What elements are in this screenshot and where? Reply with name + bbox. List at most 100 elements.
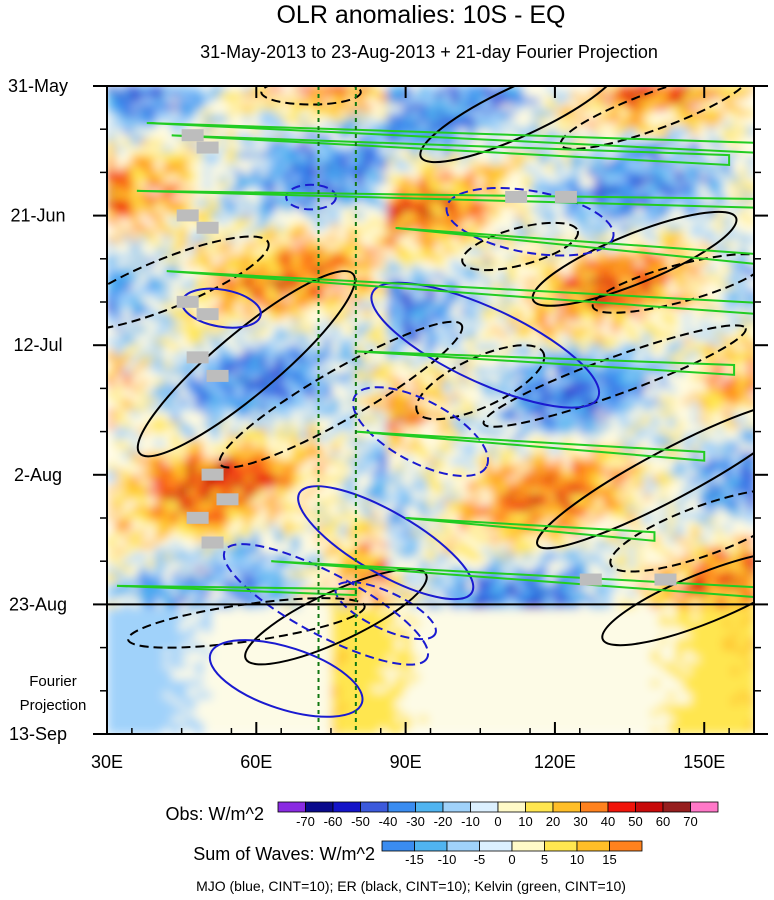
obs-colorbar-tick-label: 10 xyxy=(518,814,532,829)
er-contour xyxy=(218,320,464,469)
er-contour xyxy=(536,400,754,550)
obs-colorbar-swatch xyxy=(525,801,554,813)
missing-data-cell xyxy=(654,573,677,586)
obs-colorbar-tick-label: -70 xyxy=(296,814,315,829)
obs-colorbar-tick-label: 60 xyxy=(656,814,670,829)
obs-colorbar-swatch xyxy=(635,801,664,813)
kelvin-contour xyxy=(171,134,731,167)
waves-colorbar-tick-label: 10 xyxy=(570,852,584,867)
missing-data-cell xyxy=(186,511,209,524)
er-contour xyxy=(601,550,754,647)
obs-colorbar-tick-label: -20 xyxy=(434,814,453,829)
missing-data-cell xyxy=(196,141,219,154)
missing-data-cell xyxy=(554,190,577,203)
obs-colorbar-tick-label: 70 xyxy=(683,814,697,829)
waves-colorbar-tick-label: 0 xyxy=(508,852,515,867)
mjo-contour xyxy=(445,187,615,257)
kelvin-contour xyxy=(166,270,754,315)
projection-label-line2: Projection xyxy=(20,697,87,714)
obs-colorbar-swatch xyxy=(387,801,416,813)
mjo-contour xyxy=(208,639,364,718)
y-tick-label: 31-May xyxy=(8,76,68,96)
missing-data-cell xyxy=(201,468,224,481)
waves-colorbar-swatch xyxy=(381,840,415,852)
x-tick-label: 60E xyxy=(240,752,272,772)
y-tick-label: 12-Jul xyxy=(13,335,62,355)
obs-colorbar-swatch xyxy=(277,801,306,813)
obs-colorbar-tick-label: 30 xyxy=(573,814,587,829)
obs-colorbar-swatch xyxy=(580,801,609,813)
obs-colorbar-swatch xyxy=(497,801,526,813)
obs-colorbar-tick-label: 50 xyxy=(628,814,642,829)
obs-colorbar-tick-label: -10 xyxy=(461,814,480,829)
y-tick-label: 13-Sep xyxy=(9,724,67,744)
er-contour xyxy=(559,86,750,150)
mjo-contour xyxy=(334,580,437,641)
missing-data-cell xyxy=(216,493,239,506)
mjo-contour xyxy=(370,281,601,409)
x-tick-label: 150E xyxy=(683,752,725,772)
er-contour xyxy=(461,221,579,272)
chart-subtitle: 31-May-2013 to 23-Aug-2013 + 21-day Four… xyxy=(200,42,658,62)
obs-colorbar-swatch xyxy=(332,801,361,813)
waves-colorbar-tick-label: -15 xyxy=(405,852,424,867)
obs-colorbar-swatch xyxy=(607,801,636,813)
kelvin-contour xyxy=(136,189,754,209)
missing-data-cell xyxy=(176,209,199,222)
er-contour xyxy=(107,235,270,332)
er-contour xyxy=(609,488,754,573)
obs-colorbar-swatch xyxy=(470,801,499,813)
obs-colorbar-swatch xyxy=(360,801,389,813)
waves-colorbar-label: Sum of Waves: W/m^2 xyxy=(193,844,375,864)
waves-colorbar-swatch xyxy=(609,840,643,852)
waves-colorbar-tick-label: 15 xyxy=(602,852,616,867)
obs-colorbar-tick-label: -40 xyxy=(379,814,398,829)
obs-colorbar-tick-label: -30 xyxy=(406,814,425,829)
kelvin-contour xyxy=(146,122,754,154)
x-tick-label: 120E xyxy=(534,752,576,772)
contour-legend: MJO (blue, CINT=10); ER (black, CINT=10)… xyxy=(196,878,626,894)
kelvin-contour xyxy=(405,517,656,542)
mjo-contour xyxy=(222,543,430,666)
waves-colorbar-swatch xyxy=(511,840,545,852)
missing-data-cell xyxy=(196,308,219,321)
y-tick-label: 21-Jun xyxy=(10,206,65,226)
obs-colorbar-tick-label: 0 xyxy=(494,814,501,829)
kelvin-contour xyxy=(395,226,754,265)
obs-colorbar-swatch xyxy=(690,801,719,813)
waves-colorbar-swatch xyxy=(576,840,610,852)
missing-data-cell xyxy=(196,221,219,234)
y-tick-label: 2-Aug xyxy=(14,465,62,485)
missing-data-cell xyxy=(206,369,229,382)
er-contour xyxy=(260,86,362,106)
chart-title: OLR anomalies: 10S - EQ xyxy=(276,1,565,29)
waves-colorbar-tick-label: 5 xyxy=(541,852,548,867)
er-contour xyxy=(591,253,754,314)
obs-colorbar-swatch xyxy=(305,801,334,813)
kelvin-contour xyxy=(271,560,754,598)
missing-data-cell xyxy=(181,129,204,142)
kelvin-contour xyxy=(355,350,736,376)
missing-data-cell xyxy=(186,351,209,364)
er-contour xyxy=(415,344,546,421)
obs-colorbar-swatch xyxy=(552,801,581,813)
y-tick-label: 23-Aug xyxy=(9,594,67,614)
x-tick-label: 90E xyxy=(390,752,422,772)
waves-colorbar-swatch xyxy=(544,840,578,852)
missing-data-cell xyxy=(176,295,199,308)
kelvin-contour xyxy=(355,430,706,462)
mjo-contour xyxy=(352,386,490,477)
missing-data-cell xyxy=(579,573,602,586)
missing-data-cell xyxy=(505,190,528,203)
projection-label-line1: Fourier xyxy=(29,673,77,690)
obs-colorbar-swatch xyxy=(442,801,471,813)
waves-colorbar-tick-label: -5 xyxy=(474,852,486,867)
obs-colorbar-tick-label: 40 xyxy=(601,814,615,829)
obs-colorbar-swatch xyxy=(415,801,444,813)
waves-colorbar-swatch xyxy=(446,840,480,852)
waves-colorbar-swatch xyxy=(414,840,448,852)
missing-data-cell xyxy=(201,536,224,549)
obs-colorbar-tick-label: 20 xyxy=(546,814,560,829)
obs-colorbar-tick-label: -50 xyxy=(351,814,370,829)
